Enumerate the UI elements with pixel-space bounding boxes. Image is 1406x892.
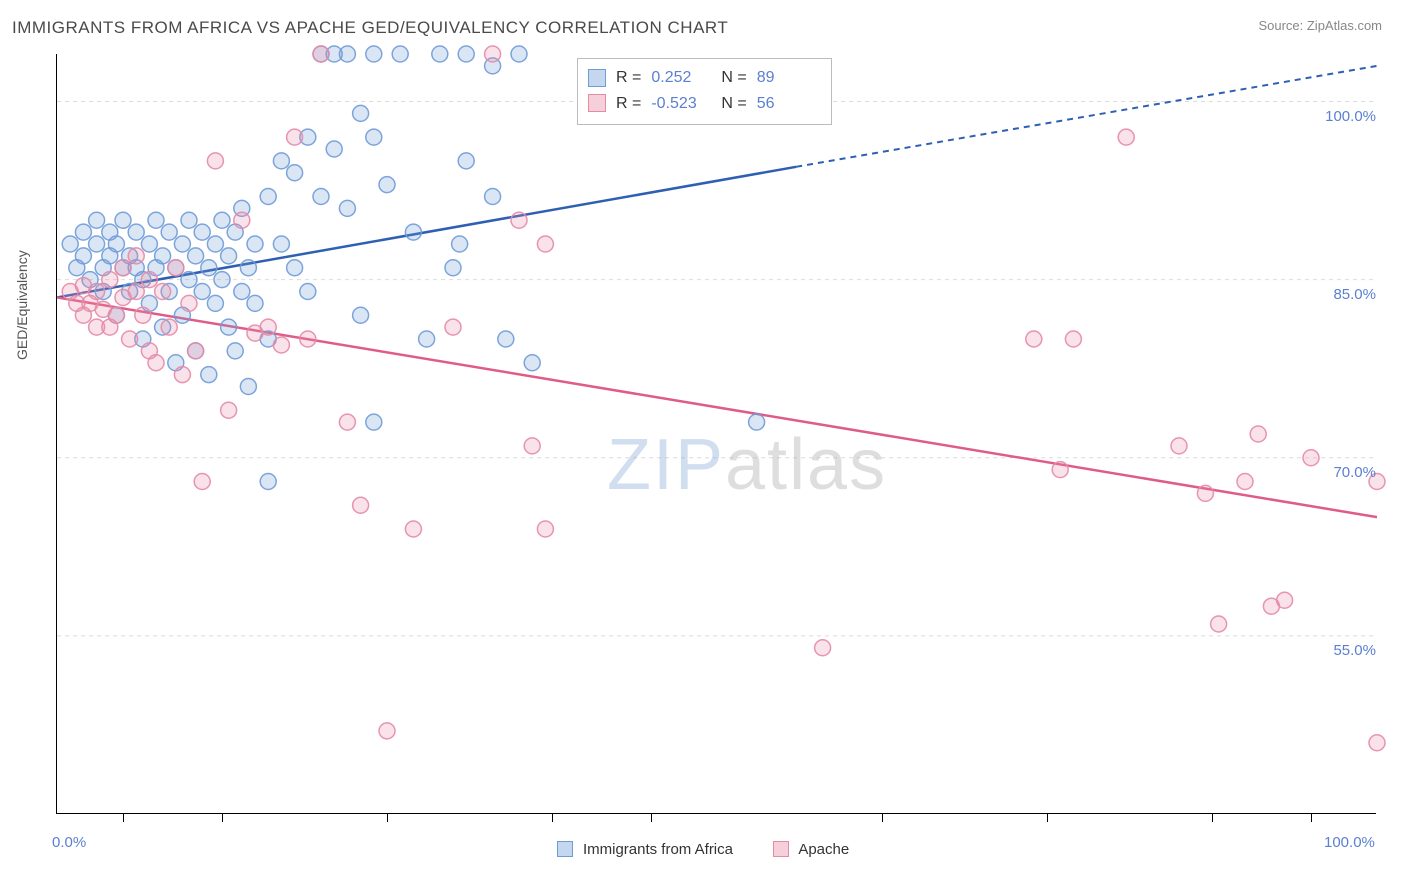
legend-label-africa: Immigrants from Africa <box>583 841 733 858</box>
swatch-apache <box>588 94 606 112</box>
y-tick-label: 55.0% <box>1316 642 1376 659</box>
legend-label-apache: Apache <box>798 841 849 858</box>
swatch-africa <box>588 69 606 87</box>
chart-title: IMMIGRANTS FROM AFRICA VS APACHE GED/EQU… <box>12 18 728 38</box>
n-label-2: N = <box>721 91 746 117</box>
r-label-2: R = <box>616 91 641 117</box>
y-tick-label: 85.0% <box>1316 286 1376 303</box>
y-tick-label: 100.0% <box>1316 108 1376 125</box>
n-value-africa: 89 <box>757 65 817 91</box>
swatch-africa-bottom <box>557 841 573 857</box>
r-label: R = <box>616 65 641 91</box>
header: IMMIGRANTS FROM AFRICA VS APACHE GED/EQU… <box>0 0 1406 48</box>
plot-area: ZIPatlas R = 0.252 N = 89 R = -0.523 N =… <box>56 54 1376 814</box>
y-axis-label: GED/Equivalency <box>14 250 30 360</box>
stat-row-africa: R = 0.252 N = 89 <box>588 65 817 91</box>
r-value-apache: -0.523 <box>651 91 711 117</box>
n-value-apache: 56 <box>757 91 817 117</box>
chart-container: IMMIGRANTS FROM AFRICA VS APACHE GED/EQU… <box>0 0 1406 892</box>
n-label: N = <box>721 65 746 91</box>
source-label: Source: ZipAtlas.com <box>1258 18 1382 33</box>
swatch-apache-bottom <box>773 841 789 857</box>
stat-legend-box: R = 0.252 N = 89 R = -0.523 N = 56 <box>577 58 832 125</box>
bottom-legend: Immigrants from Africa Apache <box>0 841 1406 858</box>
r-value-africa: 0.252 <box>651 65 711 91</box>
y-tick-label: 70.0% <box>1316 464 1376 481</box>
legend-item-apache: Apache <box>773 841 849 858</box>
legend-item-africa: Immigrants from Africa <box>557 841 733 858</box>
scatter-svg <box>57 54 1376 813</box>
stat-row-apache: R = -0.523 N = 56 <box>588 91 817 117</box>
